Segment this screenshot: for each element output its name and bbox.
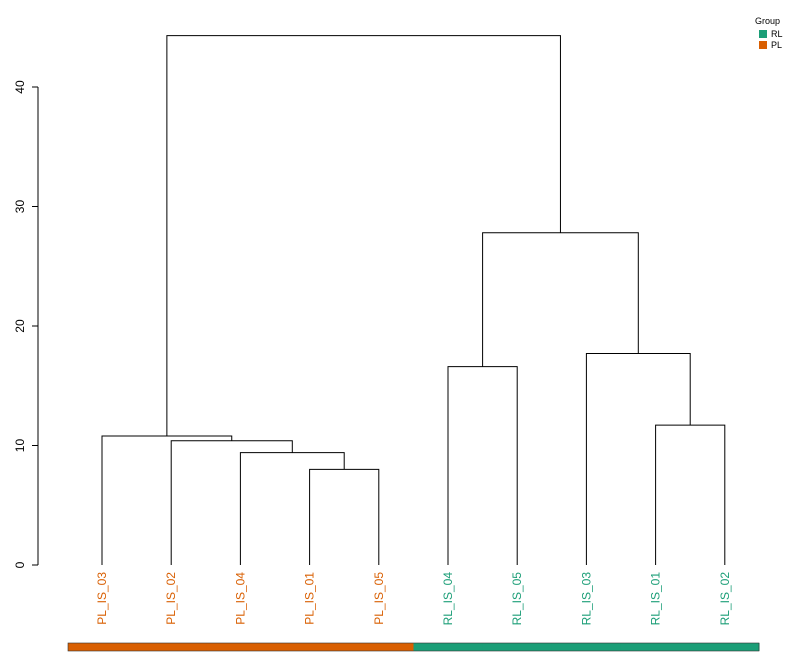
dendrogram-link [101,435,233,565]
dendrogram-link [655,424,726,565]
leaf-label: RL_IS_01 [649,572,663,626]
leaf-label: PL_IS_05 [372,572,386,625]
dendrogram-link [309,468,380,565]
y-tick-label: 20 [13,319,27,333]
group-bar-segment [689,643,760,651]
group-bar-segment [413,643,484,651]
group-bar-segment [137,643,207,651]
group-bar-segment [275,643,345,651]
dendrogram-link [447,366,518,565]
group-bar-segment [482,643,553,651]
group-bar-segment [620,643,691,651]
leaf-label: PL_IS_04 [233,572,247,625]
leaf-labels: PL_IS_03 PL_IS_02 PL_IS_04 PL_IS_01 PL_IS_05… [95,572,732,626]
leaf-label: RL_IS_02 [718,572,732,626]
group-bar-segment [344,643,414,651]
group-color-bar [67,642,760,652]
y-tick-label: 30 [13,200,27,214]
legend-swatch [759,30,767,38]
y-tick-label: 10 [13,439,27,453]
group-bar-segment [551,643,622,651]
group-bar-segment [68,643,138,651]
dendrogram-link [170,440,293,565]
dendrogram-link [166,35,561,436]
leaf-label: RL_IS_05 [510,572,524,626]
leaf-label: RL_IS_03 [579,572,593,626]
y-tick-label: 40 [13,80,27,94]
legend-label: PL [771,40,782,50]
y-tick-label: 0 [13,561,27,568]
group-bar-border [67,642,760,652]
dendrogram-link [482,232,639,367]
legend-label: RL [771,29,783,39]
legend-title: Group [755,16,780,26]
legend-swatch [759,41,767,49]
leaf-label: PL_IS_03 [95,572,109,625]
dendrogram-link [585,352,691,565]
leaf-label: PL_IS_01 [303,572,317,625]
leaf-label: PL_IS_02 [164,572,178,625]
y-axis: 0 10 20 30 40 [13,80,39,568]
group-bar-segment [206,643,276,651]
leaf-label: RL_IS_04 [441,572,455,626]
dendrogram-tree [101,35,726,565]
